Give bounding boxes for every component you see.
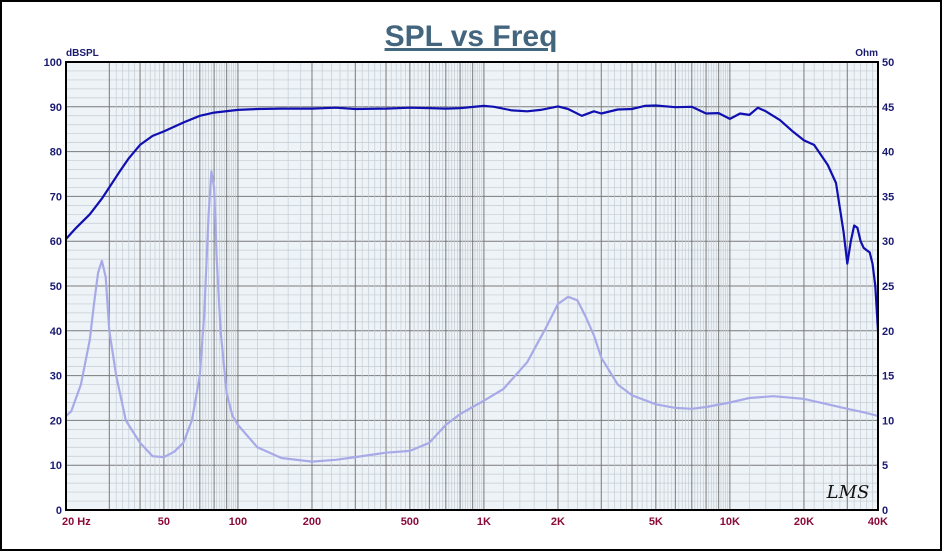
x-tick-label: 40K [868, 516, 888, 528]
left-tick-label: 20 [50, 415, 62, 427]
right-axis-unit: Ohm [855, 48, 878, 59]
impedance-curve [65, 170, 879, 463]
plot-border [65, 61, 879, 511]
x-tick-label: 20K [794, 516, 814, 528]
right-tick-label: 50 [882, 57, 894, 69]
left-tick-label: 70 [50, 191, 62, 203]
right-tick-label: 10 [882, 415, 894, 427]
series-layer [65, 104, 880, 463]
x-tick-label: 1K [477, 516, 491, 528]
x-tick-label: 2K [551, 516, 565, 528]
left-tick-label: 10 [50, 460, 62, 472]
x-tick-label: 20 Hz [62, 516, 91, 528]
left-axis-unit: dBSPL [66, 48, 99, 59]
left-tick-label: 80 [50, 147, 62, 159]
spl-curve [65, 104, 880, 331]
right-tick-label: 40 [882, 147, 894, 159]
grid-lines [66, 62, 878, 510]
right-axis-ticks: 0 5 10 15 20 25 30 35 40 45 50 [882, 57, 894, 517]
x-tick-label: 10K [720, 516, 740, 528]
left-tick-label: 90 [50, 102, 62, 114]
right-tick-label: 20 [882, 326, 894, 338]
x-tick-label: 5K [649, 516, 663, 528]
left-tick-label: 40 [50, 326, 62, 338]
left-tick-label: 50 [50, 281, 62, 293]
right-tick-label: 0 [882, 505, 888, 517]
chart-title: SPL vs Freq [385, 20, 558, 53]
right-tick-label: 15 [882, 371, 894, 383]
x-tick-label: 500 [401, 516, 419, 528]
left-tick-label: 0 [56, 505, 62, 517]
x-tick-label: 50 [158, 516, 170, 528]
right-tick-label: 25 [882, 281, 894, 293]
left-tick-label: 100 [44, 57, 62, 69]
left-tick-label: 30 [50, 371, 62, 383]
lms-logo: LMS [826, 482, 870, 503]
x-tick-label: 100 [229, 516, 247, 528]
right-tick-label: 30 [882, 236, 894, 248]
x-tick-label: 200 [303, 516, 321, 528]
left-axis-ticks: 0 10 20 30 40 50 60 70 80 90 100 [44, 57, 62, 517]
right-tick-label: 35 [882, 191, 894, 203]
right-tick-label: 5 [882, 460, 888, 472]
right-tick-label: 45 [882, 102, 894, 114]
left-tick-label: 60 [50, 236, 62, 248]
x-axis-ticks: 20 Hz 50 100 200 500 1K 2K 5K 10K 20K 40K [62, 516, 888, 528]
